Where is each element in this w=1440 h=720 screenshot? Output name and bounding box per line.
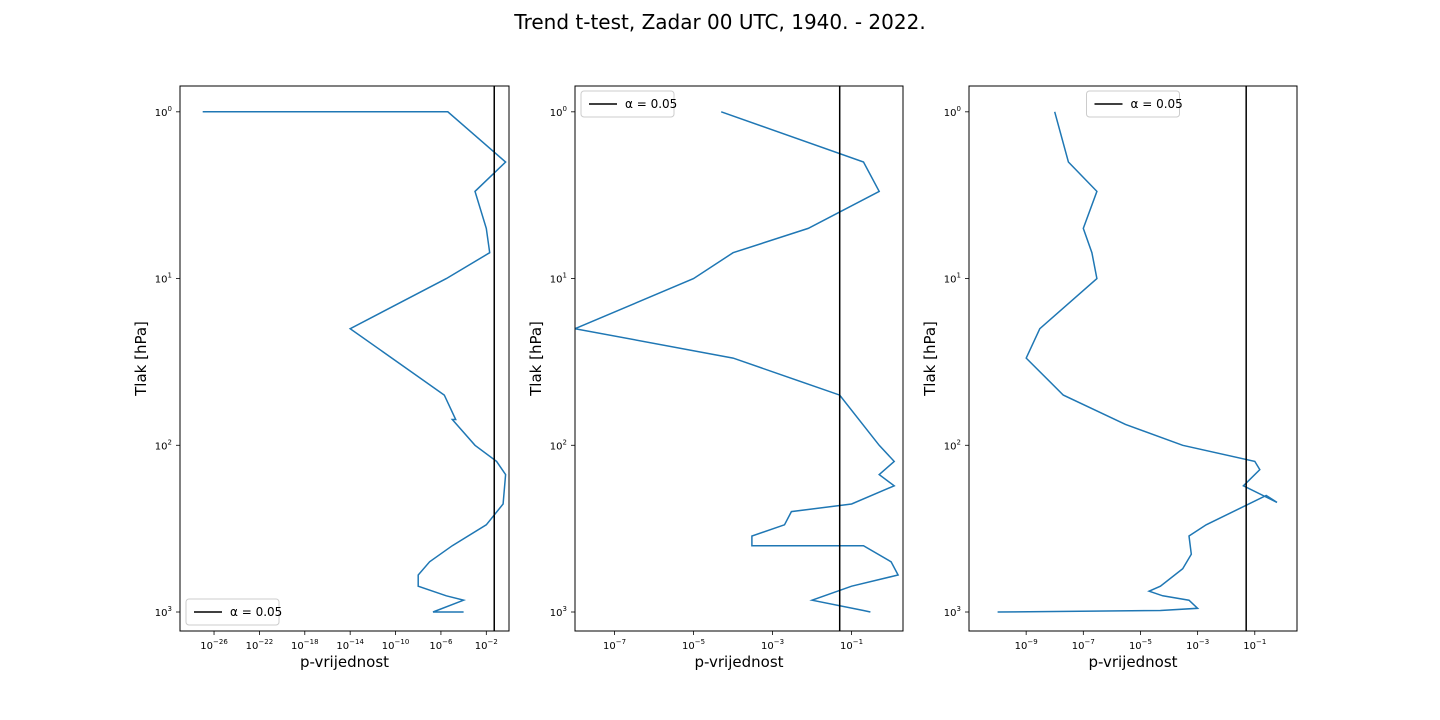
p-value-profile-line [575, 111, 900, 613]
y-tick-label: 103 [944, 605, 961, 619]
y-tick-label: 100 [944, 105, 961, 119]
y-axis-label: Tlak [hPa] [921, 321, 939, 397]
figure-title: Trend t-test, Zadar 00 UTC, 1940. - 2022… [514, 10, 926, 34]
x-tick-label: 10−2 [475, 638, 498, 652]
p-value-profile-line [997, 111, 1278, 613]
x-tick-label: 10−5 [1129, 638, 1152, 652]
axes-2: 10−7 10−5 10−3 10−1 100 101 102 103 p-vrijednost… [527, 85, 904, 671]
x-tick-label: 10−18 [291, 638, 319, 652]
axes-3: 10−9 10−7 10−5 10−3 10−1 100 101 102 103 p-vrijed… [921, 85, 1298, 671]
y-tick-label: 100 [155, 105, 172, 119]
legend: α = 0.05 [580, 90, 677, 118]
y-tick-label: 102 [550, 438, 567, 452]
y-tick-label: 100 [550, 105, 567, 119]
x-tick-label: 10−14 [336, 638, 364, 652]
x-tick-label: 10−3 [1186, 638, 1209, 652]
y-axis-label: Tlak [hPa] [527, 321, 545, 397]
y-axis-label: Tlak [hPa] [132, 321, 150, 397]
x-tick-label: 10−7 [603, 638, 626, 652]
legend-label: α = 0.05 [1131, 97, 1183, 111]
x-tick-label: 10−10 [382, 638, 410, 652]
x-axis-label: p-vrijednost [1088, 653, 1177, 671]
legend-label: α = 0.05 [625, 97, 677, 111]
y-tick-label: 101 [944, 272, 961, 286]
x-tick-label: 10−1 [840, 638, 863, 652]
y-tick-label: 103 [550, 605, 567, 619]
y-tick-label: 101 [155, 272, 172, 286]
x-tick-label: 10−9 [1015, 638, 1038, 652]
x-tick-label: 10−3 [761, 638, 784, 652]
y-tick-label: 102 [944, 438, 961, 452]
y-tick-label: 102 [155, 438, 172, 452]
axes-frame [968, 85, 1298, 632]
x-tick-label: 10−26 [200, 638, 228, 652]
legend-box [580, 90, 675, 118]
y-tick-label: 103 [155, 605, 172, 619]
x-tick-label: 10−22 [246, 638, 274, 652]
axes-1: 10−26 10−22 10−18 10−14 10−10 10−6 10−2 100 101 1… [132, 85, 510, 671]
legend-box [1086, 90, 1180, 118]
legend: α = 0.05 [1086, 90, 1183, 118]
x-tick-label: 10−6 [429, 638, 453, 652]
legend: α = 0.05 [185, 598, 282, 626]
axes-frame [179, 85, 510, 632]
axes-frame [574, 85, 904, 632]
legend-box [185, 598, 280, 626]
x-axis-label: p-vrijednost [694, 653, 783, 671]
x-tick-label: 10−5 [682, 638, 705, 652]
x-tick-label: 10−7 [1072, 638, 1095, 652]
y-tick-label: 101 [550, 272, 567, 286]
x-axis-label: p-vrijednost [300, 653, 389, 671]
x-tick-label: 10−1 [1243, 638, 1266, 652]
p-value-profile-line [202, 111, 507, 613]
legend-label: α = 0.05 [230, 605, 282, 619]
